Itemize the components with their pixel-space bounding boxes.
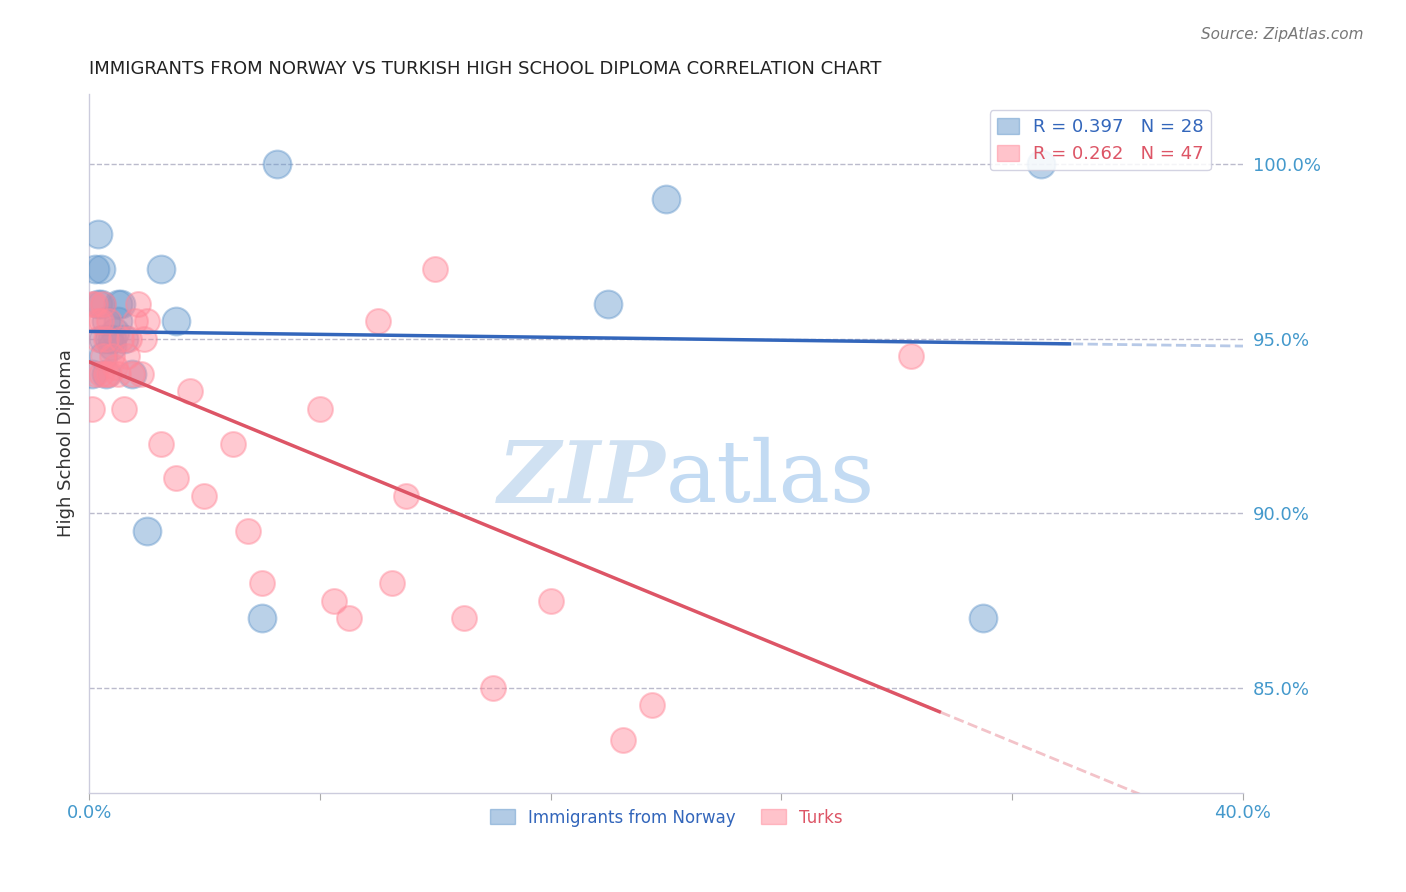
Point <box>90 262 112 277</box>
Point <box>80 297 103 311</box>
Point <box>266 157 288 171</box>
Point <box>598 297 620 311</box>
Point <box>101 332 124 346</box>
Point <box>112 401 135 416</box>
Point <box>121 367 143 381</box>
Point <box>101 339 124 353</box>
Point <box>323 593 346 607</box>
Point <box>381 576 404 591</box>
Point <box>124 314 146 328</box>
Point <box>150 436 173 450</box>
Point <box>104 325 127 339</box>
Point <box>655 192 678 206</box>
Point <box>127 297 149 311</box>
Point <box>165 314 187 328</box>
Point <box>118 332 141 346</box>
Point <box>640 698 662 713</box>
Point <box>90 367 112 381</box>
Point <box>110 332 132 346</box>
Point <box>98 314 121 328</box>
Point <box>107 367 129 381</box>
Point <box>93 349 115 363</box>
Point <box>90 314 112 328</box>
Point <box>96 367 118 381</box>
Point <box>104 359 127 374</box>
Y-axis label: High School Diploma: High School Diploma <box>58 350 75 538</box>
Point <box>540 593 562 607</box>
Point <box>367 314 389 328</box>
Point <box>612 733 634 747</box>
Point <box>395 489 418 503</box>
Point <box>129 367 152 381</box>
Point <box>972 611 994 625</box>
Point <box>222 436 245 450</box>
Point <box>250 576 273 591</box>
Point <box>80 367 103 381</box>
Point <box>96 314 118 328</box>
Point <box>900 349 922 363</box>
Point <box>80 401 103 416</box>
Text: atlas: atlas <box>666 437 875 520</box>
Point <box>87 314 110 328</box>
Point <box>121 367 143 381</box>
Point <box>110 297 132 311</box>
Point <box>93 297 115 311</box>
Point <box>308 401 330 416</box>
Point <box>101 349 124 363</box>
Point <box>90 297 112 311</box>
Point <box>96 332 118 346</box>
Point <box>250 611 273 625</box>
Point <box>87 332 110 346</box>
Point <box>482 681 505 695</box>
Point <box>236 524 259 538</box>
Point <box>135 524 157 538</box>
Point <box>83 367 105 381</box>
Legend: Immigrants from Norway, Turks: Immigrants from Norway, Turks <box>482 802 849 833</box>
Point <box>165 471 187 485</box>
Point <box>93 349 115 363</box>
Point <box>87 297 110 311</box>
Point <box>107 297 129 311</box>
Point <box>107 314 129 328</box>
Point <box>193 489 215 503</box>
Point <box>83 262 105 277</box>
Point <box>150 262 173 277</box>
Point <box>115 349 138 363</box>
Point <box>87 227 110 241</box>
Point <box>132 332 155 346</box>
Text: Source: ZipAtlas.com: Source: ZipAtlas.com <box>1201 27 1364 42</box>
Text: ZIP: ZIP <box>498 437 666 520</box>
Point <box>96 367 118 381</box>
Point <box>112 332 135 346</box>
Point <box>98 332 121 346</box>
Point <box>1029 157 1052 171</box>
Point <box>179 384 201 399</box>
Point <box>98 367 121 381</box>
Point <box>453 611 475 625</box>
Point <box>135 314 157 328</box>
Text: IMMIGRANTS FROM NORWAY VS TURKISH HIGH SCHOOL DIPLOMA CORRELATION CHART: IMMIGRANTS FROM NORWAY VS TURKISH HIGH S… <box>89 60 882 78</box>
Point <box>83 297 105 311</box>
Point <box>337 611 360 625</box>
Point <box>425 262 447 277</box>
Point <box>93 332 115 346</box>
